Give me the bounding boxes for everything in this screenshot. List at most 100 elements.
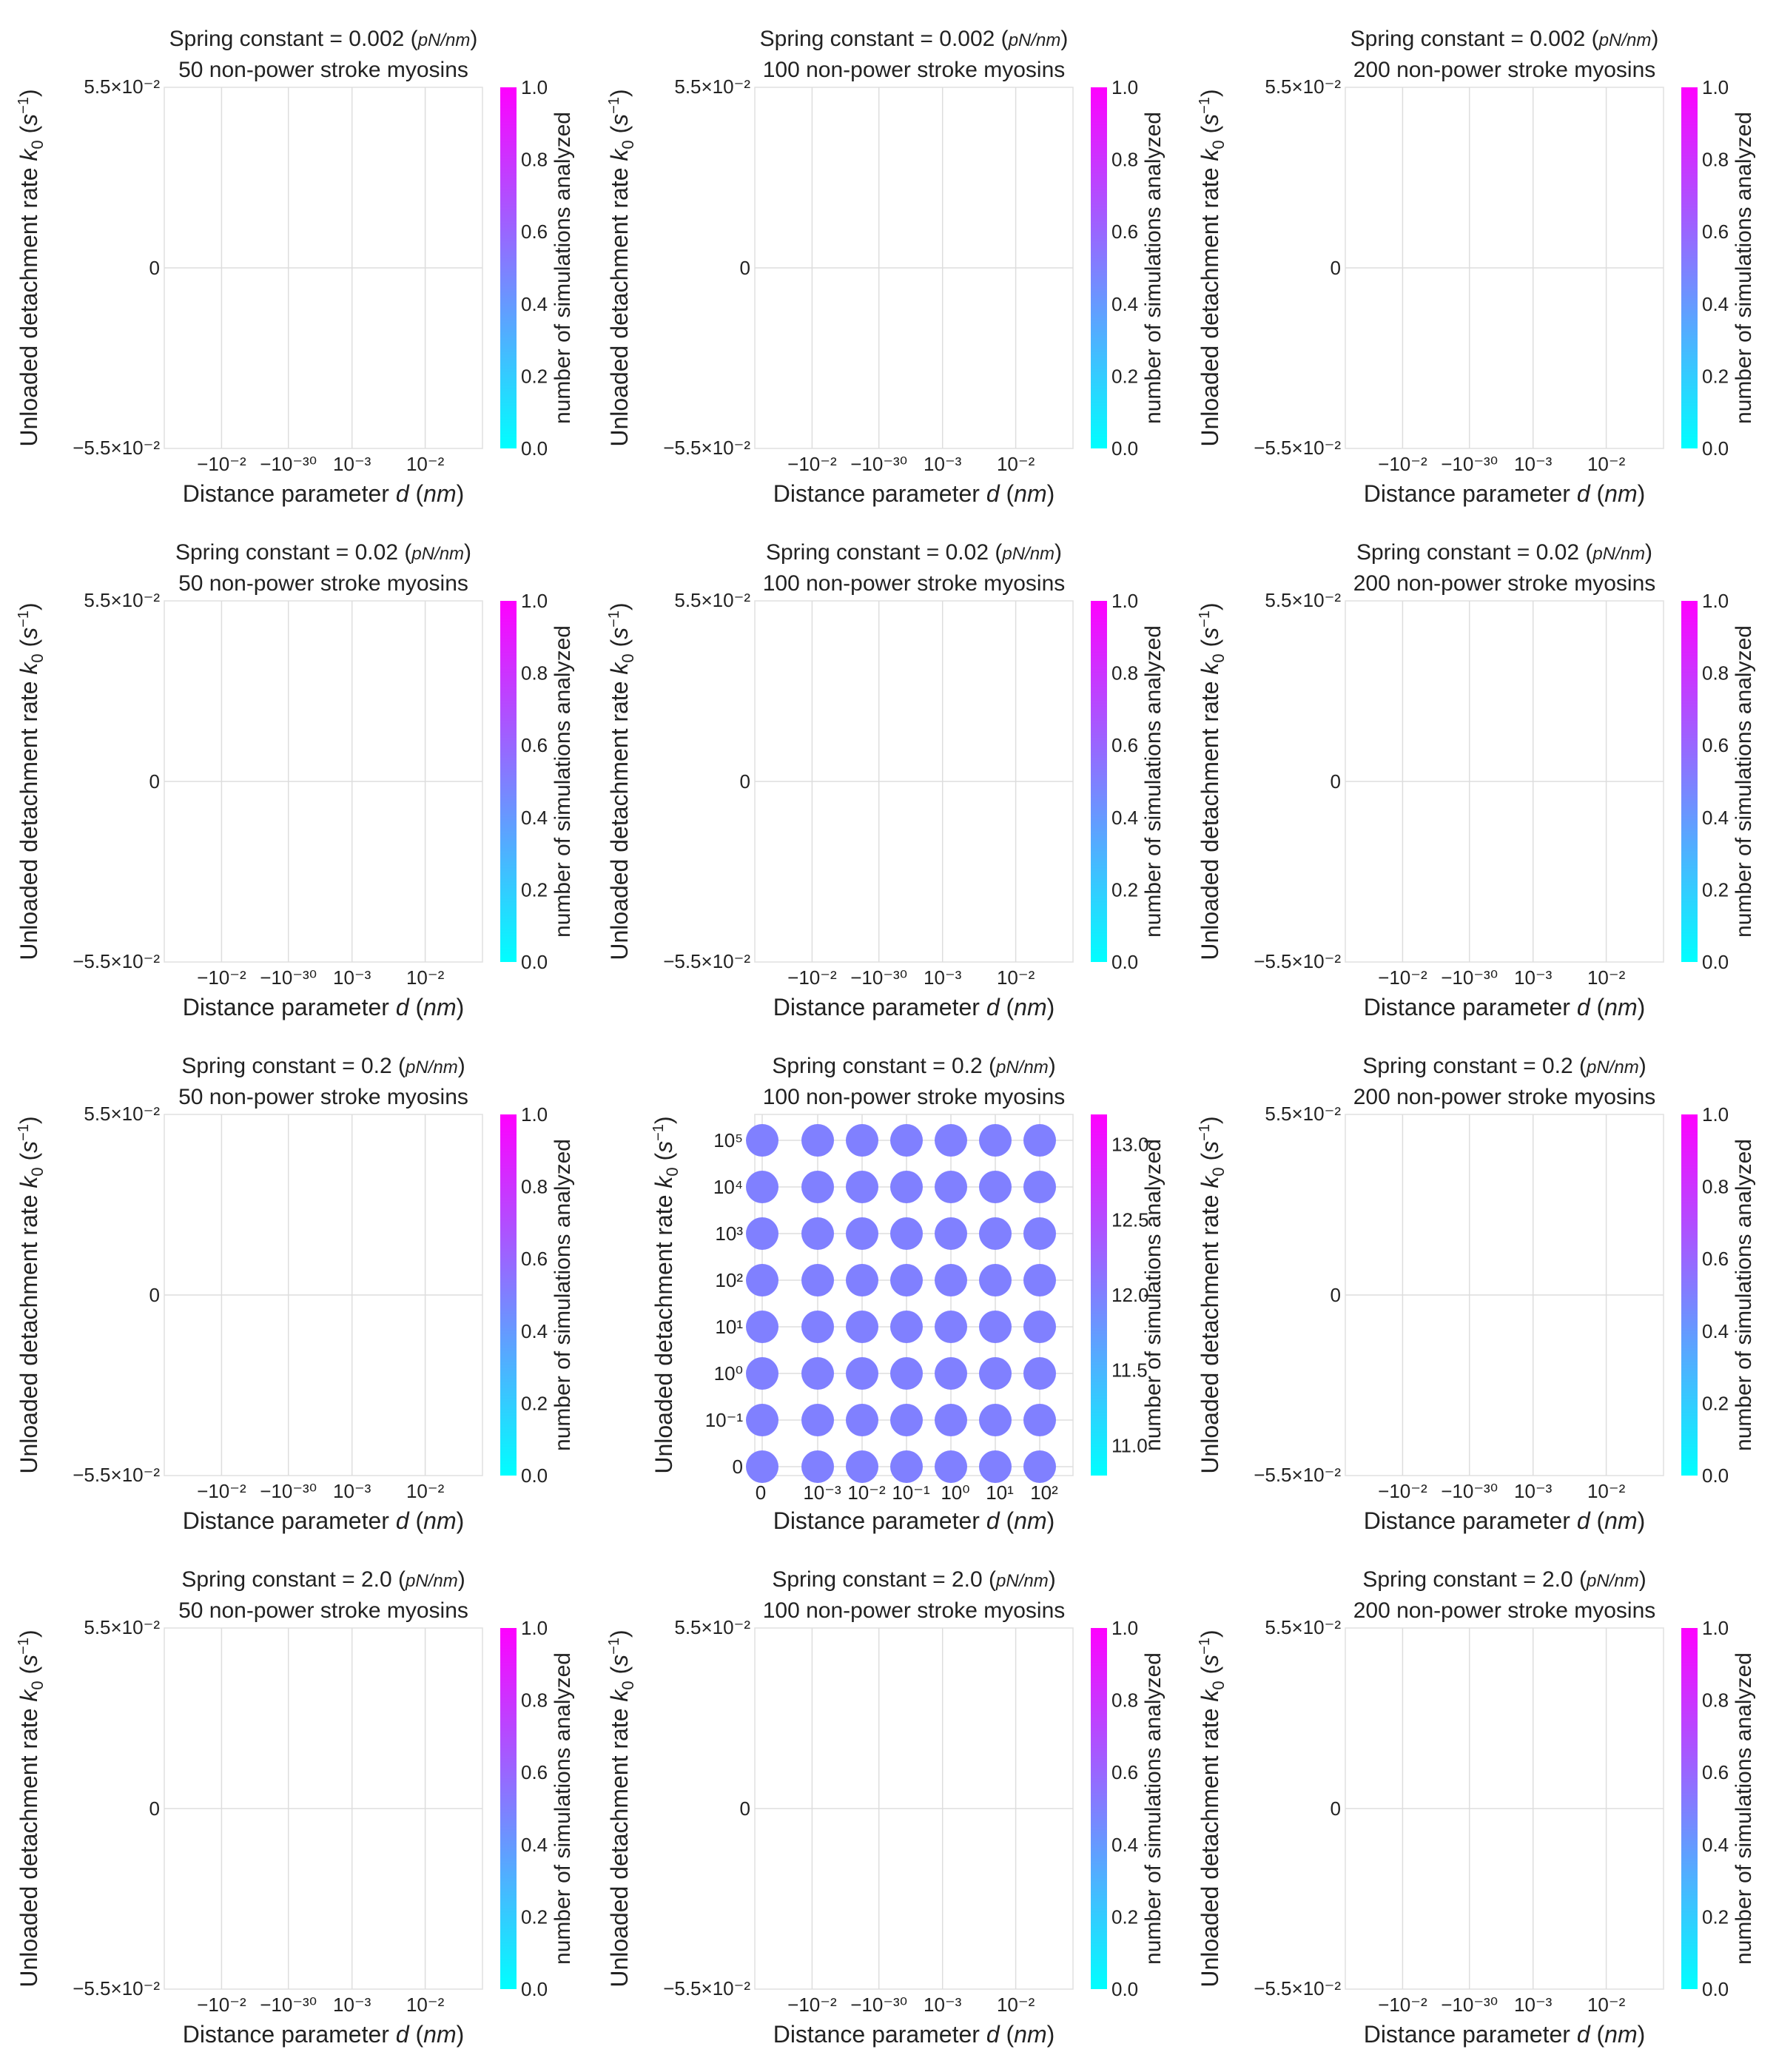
- data-point: [846, 1171, 878, 1203]
- subplot-title: Spring constant = 2.0 (pN/nm): [181, 1567, 465, 1592]
- x-tick-label: 10⁻³: [333, 1480, 371, 1502]
- x-tick-label: 10¹: [986, 1481, 1014, 1504]
- y-tick-label: 0: [740, 257, 750, 279]
- x-tick-label: −10⁻³⁰: [850, 453, 907, 475]
- x-tick-label: −10⁻³⁰: [1441, 966, 1498, 989]
- colorbar-tick-label: 0.8: [1111, 1689, 1138, 1712]
- y-tick-label: −5.5×10⁻²: [663, 1977, 750, 1999]
- y-axis-label: Unloaded detachment rate k0 (s−1): [16, 602, 47, 960]
- data-point: [746, 1124, 778, 1157]
- data-point: [846, 1404, 878, 1436]
- x-axis-label: Distance parameter d (nm): [183, 480, 465, 507]
- y-tick-label: 5.5×10⁻²: [674, 75, 750, 98]
- colorbar-tick-label: 0.8: [521, 662, 548, 684]
- colorbar: [1091, 1628, 1107, 1989]
- colorbar-tick-label: 0.8: [521, 1176, 548, 1198]
- x-tick-label: 10⁻³: [924, 966, 962, 989]
- x-tick-label: −10⁻³⁰: [1441, 1480, 1498, 1502]
- colorbar-tick-label: 0.4: [1702, 807, 1729, 829]
- data-point: [1023, 1124, 1056, 1157]
- x-tick-label: 10⁻²: [1587, 1994, 1626, 2016]
- data-point: [935, 1450, 967, 1483]
- colorbar-tick-label: 1.0: [521, 1103, 548, 1126]
- data-point: [890, 1264, 923, 1296]
- subplot-r1c1: Spring constant = 0.02 (pN/nm) 100 non-po…: [606, 540, 1166, 1020]
- colorbar-tick-label: 0.6: [521, 734, 548, 756]
- colorbar-tick-label: 0.6: [521, 221, 548, 243]
- colorbar-tick-label: 11.0: [1111, 1434, 1148, 1456]
- x-tick-label: 10⁻³: [333, 453, 371, 475]
- subplot-subtitle: 200 non-power stroke myosins: [1353, 58, 1656, 82]
- colorbar-tick-label: 12.5: [1111, 1208, 1149, 1231]
- y-tick-label: 5.5×10⁻²: [1265, 1103, 1341, 1125]
- data-point: [746, 1264, 778, 1296]
- data-point: [801, 1404, 834, 1436]
- colorbar-tick-label: 0.8: [1111, 149, 1138, 171]
- x-tick-label: 10²: [1030, 1481, 1058, 1504]
- data-point: [890, 1124, 923, 1157]
- colorbar-tick-label: 0.6: [1111, 1761, 1138, 1783]
- data-point: [801, 1264, 834, 1296]
- colorbar-label: number of simulations analyzed: [551, 112, 575, 424]
- colorbar-tick-label: 0.6: [1702, 1248, 1729, 1270]
- data-point: [935, 1264, 967, 1296]
- x-tick-label: 10⁻²: [406, 1994, 445, 2016]
- data-point: [979, 1217, 1012, 1250]
- data-point: [1023, 1357, 1056, 1390]
- colorbar-tick-label: 0.4: [521, 807, 548, 829]
- colorbar-label: number of simulations analyzed: [1141, 1652, 1166, 1965]
- x-axis-label: Distance parameter d (nm): [1364, 1507, 1646, 1534]
- x-tick-label: 10⁻³: [333, 1994, 371, 2016]
- colorbar-tick-label: 1.0: [1702, 1617, 1729, 1639]
- subplot-title: Spring constant = 0.2 (pN/nm): [1362, 1054, 1646, 1078]
- y-tick-label: −5.5×10⁻²: [1254, 1464, 1341, 1486]
- x-tick-label: 10⁻³: [1514, 1994, 1553, 2016]
- colorbar-label: number of simulations analyzed: [1732, 1139, 1756, 1451]
- y-tick-label: 5.5×10⁻²: [674, 1616, 750, 1638]
- y-axis-label: Unloaded detachment rate k0 (s−1): [606, 89, 637, 446]
- data-point: [935, 1311, 967, 1343]
- data-point: [746, 1450, 778, 1483]
- data-point: [1023, 1217, 1056, 1250]
- colorbar-tick-label: 0.0: [521, 1978, 548, 2000]
- data-point: [1023, 1311, 1056, 1343]
- colorbar-tick-label: 0.0: [1702, 1978, 1729, 2000]
- colorbar-tick-label: 0.6: [1111, 734, 1138, 756]
- y-axis-label: Unloaded detachment rate k0 (s−1): [16, 1629, 47, 1987]
- data-point: [979, 1404, 1012, 1436]
- x-axis-label: Distance parameter d (nm): [183, 1507, 465, 1534]
- colorbar-tick-label: 0.8: [1111, 662, 1138, 684]
- colorbar-tick-label: 0.2: [1702, 365, 1729, 387]
- data-point: [846, 1264, 878, 1296]
- y-axis-label: Unloaded detachment rate k0 (s−1): [1197, 602, 1228, 960]
- subplot-r0c2: Spring constant = 0.002 (pN/nm) 200 non-p…: [1197, 27, 1756, 507]
- y-tick-label: −5.5×10⁻²: [663, 437, 750, 459]
- data-point: [890, 1357, 923, 1390]
- colorbar-tick-label: 1.0: [521, 76, 548, 98]
- colorbar-label: number of simulations analyzed: [1732, 625, 1756, 938]
- colorbar: [1681, 1628, 1698, 1989]
- colorbar-label: number of simulations analyzed: [551, 625, 575, 938]
- y-tick-label: 10³: [715, 1222, 743, 1245]
- x-tick-label: −10⁻³⁰: [850, 1994, 907, 2016]
- x-tick-label: −10⁻²: [1378, 1994, 1427, 2016]
- x-axis-label: Distance parameter d (nm): [773, 480, 1055, 507]
- data-point: [746, 1357, 778, 1390]
- colorbar: [1681, 1114, 1698, 1476]
- y-tick-label: 0: [1331, 257, 1341, 279]
- y-tick-label: 5.5×10⁻²: [674, 589, 750, 611]
- y-axis-label: Unloaded detachment rate k0 (s−1): [1197, 1116, 1228, 1473]
- colorbar: [1091, 601, 1107, 962]
- subplot-subtitle: 200 non-power stroke myosins: [1353, 1085, 1656, 1109]
- data-point: [846, 1450, 878, 1483]
- y-axis-label: Unloaded detachment rate k0 (s−1): [1197, 89, 1228, 446]
- data-point: [846, 1311, 878, 1343]
- y-tick-label: −5.5×10⁻²: [73, 1464, 160, 1486]
- subplot-subtitle: 100 non-power stroke myosins: [763, 1085, 1066, 1109]
- colorbar-tick-label: 0.6: [521, 1761, 548, 1783]
- subplot-subtitle: 50 non-power stroke myosins: [178, 1598, 468, 1623]
- colorbar-tick-label: 0.6: [1702, 734, 1729, 756]
- data-point: [746, 1171, 778, 1203]
- subplot-title: Spring constant = 0.002 (pN/nm): [760, 27, 1069, 51]
- colorbar: [500, 1628, 517, 1989]
